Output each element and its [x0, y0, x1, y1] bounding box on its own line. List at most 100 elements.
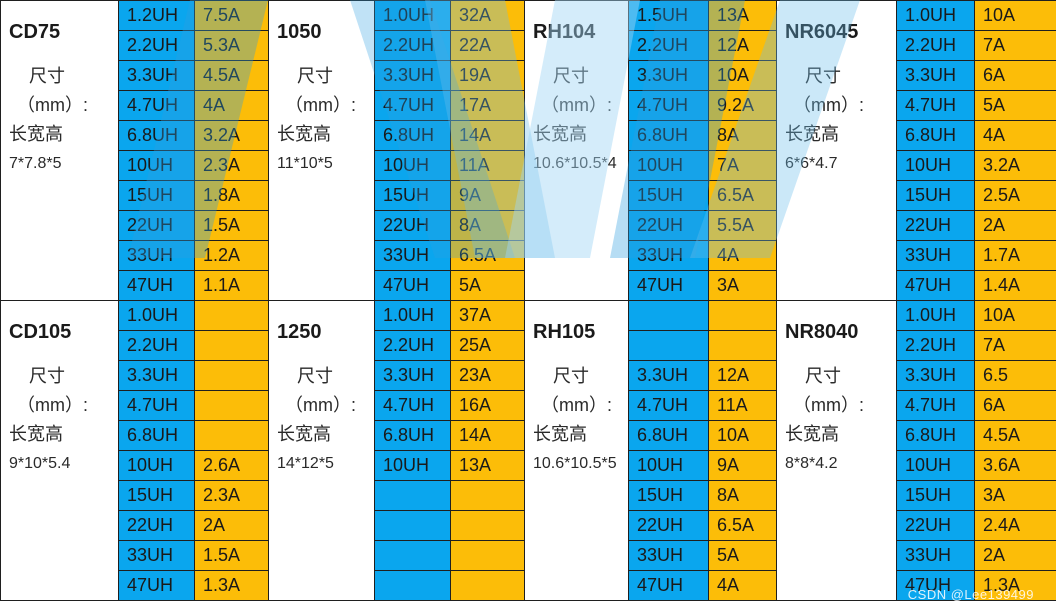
model-name: RH105: [533, 321, 596, 343]
dimension-value: 9*10*5.4: [9, 455, 71, 472]
current-cell: 2.3A: [194, 480, 269, 511]
current-cell: [194, 390, 269, 421]
dimension-label-line: （mm）:: [541, 395, 612, 415]
inductance-cell: 6.8UH: [374, 120, 451, 151]
dimension-label-line: 长宽高: [533, 124, 587, 144]
inductance-cell: [374, 540, 451, 571]
model-name: 1050: [277, 21, 322, 43]
inductance-cell: 6.8UH: [628, 120, 709, 151]
dimension-label-line: （mm）:: [285, 95, 356, 115]
current-cell: 8A: [708, 480, 777, 511]
current-cell: 37A: [450, 300, 525, 331]
current-cell: 1.1A: [194, 270, 269, 301]
inductance-cell: 22UH: [628, 210, 709, 241]
inductance-cell: 15UH: [896, 180, 975, 211]
inductance-cell: 3.3UH: [628, 360, 709, 391]
dimension-label-line: 尺寸: [29, 366, 65, 386]
current-cell: 9.2A: [708, 90, 777, 121]
table-row: 6.8UH 6.8UH 14A 6.8UH 10A 6.8UH 4.5A: [1, 420, 1056, 451]
current-cell: 7.5A: [194, 0, 269, 31]
current-cell: 23A: [450, 360, 525, 391]
current-cell: 22A: [450, 30, 525, 61]
inductance-cell: 47UH: [896, 270, 975, 301]
current-cell: 1.3A: [194, 570, 269, 601]
current-cell: [708, 300, 777, 331]
inductance-cell: [628, 330, 709, 361]
model-name: 1250: [277, 321, 322, 343]
current-cell: 11A: [708, 390, 777, 421]
inductance-cell: 4.7UH: [896, 390, 975, 421]
dimension-label-line: 长宽高: [785, 424, 839, 444]
current-cell: 1.8A: [194, 180, 269, 211]
inductance-cell: 1.0UH: [374, 300, 451, 331]
inductance-cell: 6.8UH: [374, 420, 451, 451]
inductance-cell: 22UH: [374, 210, 451, 241]
current-cell: 7A: [708, 150, 777, 181]
dimension-label-line: 尺寸: [297, 66, 333, 86]
inductance-cell: 15UH: [628, 180, 709, 211]
inductance-cell: 15UH: [118, 480, 195, 511]
dimension-label-line: 尺寸: [805, 366, 841, 386]
inductance-cell: 2.2UH: [896, 30, 975, 61]
inductance-cell: 1.2UH: [118, 0, 195, 31]
inductance-cell: 47UH: [896, 570, 975, 601]
current-cell: [450, 480, 525, 511]
current-cell: 11A: [450, 150, 525, 181]
dimension-label-line: 长宽高: [9, 424, 63, 444]
inductance-cell: 10UH: [118, 450, 195, 481]
dimension-value: 14*12*5: [277, 455, 334, 472]
current-cell: [194, 300, 269, 331]
model-info-cell: 1050 尺寸 （mm）: 长宽高 11*10*5: [268, 0, 375, 301]
csdn-watermark: CSDN @Lee139499: [907, 587, 1034, 602]
inductance-cell: 4.7UH: [118, 90, 195, 121]
inductance-cell: 3.3UH: [896, 60, 975, 91]
table-row: 15UH 2.3A 15UH 8A 15UH 3A: [1, 480, 1056, 511]
inductance-cell: 47UH: [118, 270, 195, 301]
current-cell: 14A: [450, 420, 525, 451]
inductance-cell: 10UH: [374, 150, 451, 181]
inductance-cell: 2.2UH: [628, 30, 709, 61]
table-row: 3.3UH 3.3UH 23A 3.3UH 12A 3.3UH 6.5: [1, 360, 1056, 391]
table-row: 2.2UH 5.3A 2.2UH 22A 2.2UH 12A 2.2UH 7A: [1, 30, 1056, 61]
dimension-label: 尺寸 （mm）: 长宽高: [277, 362, 374, 449]
model-info-cell: RH104 尺寸 （mm）: 长宽高 10.6*10.5*4: [524, 0, 629, 301]
inductance-cell: 3.3UH: [118, 360, 195, 391]
inductance-cell: [374, 480, 451, 511]
dimension-value: 10.6*10.5*5: [533, 455, 617, 472]
table-row: CD75 尺寸 （mm）: 长宽高 7*7.8*5 1.2UH 7.5A 1050 尺寸 （mm）…: [0, 0, 1056, 301]
current-cell: 5A: [708, 540, 777, 571]
current-cell: [194, 420, 269, 451]
current-cell: 3.2A: [194, 120, 269, 151]
inductance-cell: 3.3UH: [374, 60, 451, 91]
current-cell: 7A: [974, 330, 1056, 361]
current-cell: 17A: [450, 90, 525, 121]
inductance-cell: 2.2UH: [118, 30, 195, 61]
dimension-label: 尺寸 （mm）: 长宽高: [9, 62, 118, 149]
current-cell: 13A: [708, 0, 777, 31]
current-cell: 25A: [450, 330, 525, 361]
model-info-cell: 1250 尺寸 （mm）: 长宽高 14*12*5: [268, 300, 375, 601]
dimension-label-line: 长宽高: [9, 124, 63, 144]
table-row: 22UH 1.5A 22UH 8A 22UH 5.5A 22UH 2A: [1, 210, 1056, 241]
current-cell: 19A: [450, 60, 525, 91]
current-cell: 6A: [974, 60, 1056, 91]
table-row: 33UH 1.5A 33UH 5A 33UH 2A: [1, 540, 1056, 571]
current-cell: 2A: [194, 510, 269, 541]
inductance-cell: [628, 300, 709, 331]
inductance-cell: 1.5UH: [628, 0, 709, 31]
current-cell: 1.2A: [194, 240, 269, 271]
dimension-label-line: 长宽高: [277, 424, 331, 444]
dimension-value: 6*6*4.7: [785, 155, 838, 172]
current-cell: 4.5A: [974, 420, 1056, 451]
inductance-cell: 47UH: [628, 270, 709, 301]
current-cell: 3.6A: [974, 450, 1056, 481]
dimension-label-line: （mm）:: [17, 95, 88, 115]
current-cell: 9A: [708, 450, 777, 481]
table-row: CD105 尺寸 （mm）: 长宽高 9*10*5.4 1.0UH 1250 尺寸 （mm）: 长…: [0, 300, 1056, 601]
dimension-label: 尺寸 （mm）: 长宽高: [785, 362, 896, 449]
model-info-cell: CD105 尺寸 （mm）: 长宽高 9*10*5.4: [0, 300, 119, 601]
inductance-cell: 15UH: [628, 480, 709, 511]
current-cell: 12A: [708, 360, 777, 391]
inductance-cell: 33UH: [374, 240, 451, 271]
